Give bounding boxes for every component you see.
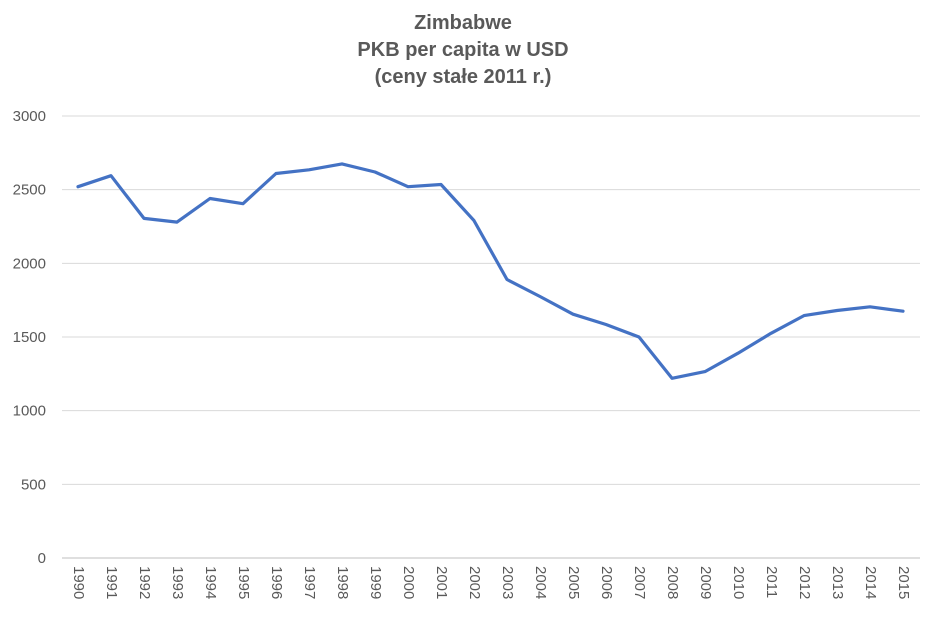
x-tick-label-2006: 2006	[598, 566, 615, 599]
y-tick-label-500: 500	[21, 476, 46, 493]
data-point-2014	[868, 305, 872, 308]
data-point-1998	[340, 162, 344, 166]
x-tick-label-2001: 2001	[433, 566, 450, 599]
x-tick-label-1990: 1990	[70, 566, 87, 599]
data-point-2004	[538, 295, 542, 298]
data-point-2005	[571, 312, 575, 316]
x-tick-label-1993: 1993	[169, 566, 186, 599]
x-tick-label-1992: 1992	[136, 566, 153, 599]
x-tick-label-2011: 2011	[763, 566, 780, 598]
data-point-2013	[835, 309, 839, 312]
x-tick-label-2013: 2013	[829, 566, 846, 599]
x-tick-label-1997: 1997	[301, 566, 318, 599]
data-point-2007	[637, 335, 641, 339]
x-tick-label-2000: 2000	[400, 566, 417, 599]
data-point-1996	[274, 172, 278, 175]
data-point-1997	[307, 168, 311, 171]
x-tick-label-2010: 2010	[730, 566, 747, 599]
x-tick-label-1995: 1995	[235, 566, 252, 599]
x-tick-label-2014: 2014	[862, 566, 879, 599]
x-tick-label-1996: 1996	[268, 566, 285, 599]
data-point-2003	[505, 278, 509, 281]
chart-title-line-2: PKB per capita w USD	[357, 39, 569, 61]
data-point-1993	[175, 220, 179, 224]
y-tick-label-1000: 1000	[13, 403, 46, 420]
y-tick-label-2500: 2500	[13, 182, 46, 199]
x-tick-label-2002: 2002	[466, 566, 483, 599]
data-point-2001	[439, 183, 443, 186]
data-point-1999	[373, 170, 377, 174]
data-point-2000	[406, 185, 410, 188]
data-point-1992	[142, 217, 146, 220]
data-point-2006	[604, 323, 608, 326]
data-point-2015	[901, 310, 905, 313]
x-tick-label-2004: 2004	[532, 566, 549, 599]
x-tick-label-1994: 1994	[202, 566, 219, 599]
data-point-1990	[76, 185, 80, 188]
chart-title-line-3: (ceny stałe 2011 r.)	[374, 66, 552, 88]
x-tick-label-2015: 2015	[895, 566, 912, 599]
data-point-1991	[109, 174, 113, 177]
x-tick-label-2003: 2003	[499, 566, 516, 599]
x-tick-label-1991: 1991	[103, 566, 120, 599]
data-point-2009	[703, 370, 707, 373]
x-tick-label-1998: 1998	[334, 566, 351, 599]
x-tick-label-2005: 2005	[565, 566, 582, 599]
x-tick-label-1999: 1999	[367, 566, 384, 599]
y-tick-label-3000: 3000	[13, 108, 46, 125]
series-line-0	[76, 162, 905, 380]
data-point-2002	[472, 219, 476, 222]
x-tick-label-2009: 2009	[697, 566, 714, 599]
data-point-2010	[736, 352, 740, 355]
data-point-2012	[802, 314, 806, 317]
y-tick-label-0: 0	[38, 550, 46, 567]
y-tick-label-1500: 1500	[13, 329, 46, 346]
x-tick-label-2012: 2012	[796, 566, 813, 599]
data-point-1994	[208, 197, 212, 200]
y-tick-label-2000: 2000	[13, 255, 46, 272]
data-point-2008	[670, 377, 674, 380]
data-point-2011	[769, 332, 773, 335]
chart-title-line-1: Zimbabwe	[414, 12, 512, 34]
data-point-1995	[241, 202, 245, 205]
x-tick-label-2007: 2007	[631, 566, 648, 599]
chart-title: Zimbabwe PKB per capita w USD (ceny stał…	[0, 10, 926, 91]
x-tick-label-2008: 2008	[664, 566, 681, 599]
